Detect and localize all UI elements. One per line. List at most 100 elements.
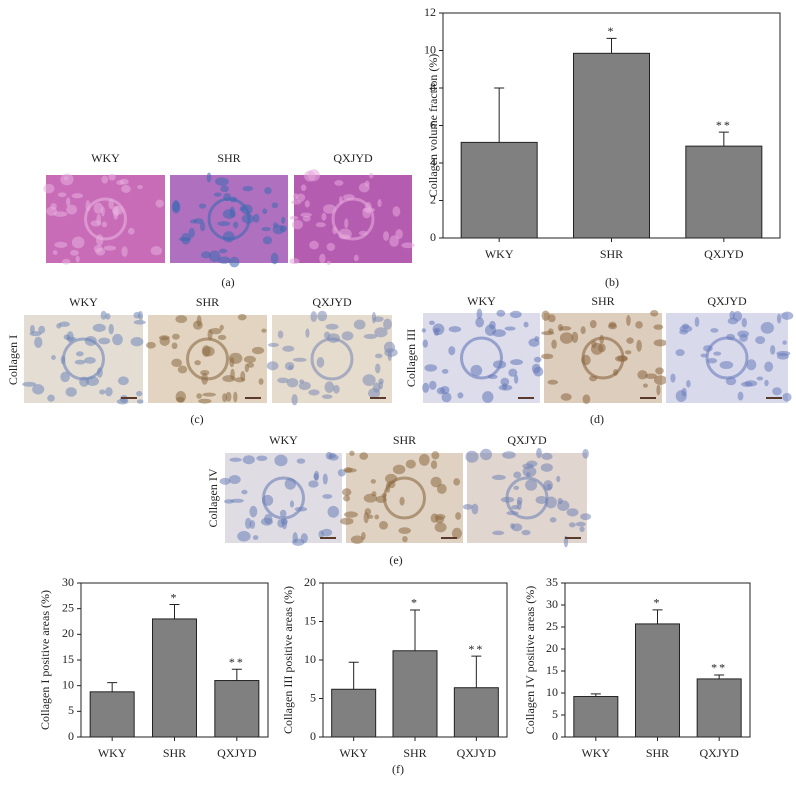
significance-mark: ** bbox=[229, 655, 245, 669]
tissue-spot bbox=[559, 332, 574, 344]
tissue-spot bbox=[229, 256, 240, 268]
column-label: SHR bbox=[591, 294, 614, 308]
tissue-spot bbox=[127, 227, 135, 235]
tissue-spot bbox=[656, 384, 661, 396]
bar bbox=[453, 687, 499, 738]
tissue-spot bbox=[74, 359, 86, 365]
tissue-spot bbox=[90, 220, 102, 227]
x-tick-label: SHR bbox=[600, 247, 623, 261]
bar bbox=[573, 696, 619, 738]
y-tick-label: 35 bbox=[546, 575, 558, 589]
tissue-spot bbox=[267, 342, 279, 348]
tissue-spot bbox=[510, 359, 523, 366]
x-tick-label: SHR bbox=[403, 746, 426, 760]
tissue-spot bbox=[556, 475, 561, 483]
column-label: SHR bbox=[217, 151, 240, 165]
tissue-spot bbox=[462, 504, 473, 510]
x-tick-label: WKY bbox=[339, 746, 368, 760]
tissue-spot bbox=[108, 323, 114, 335]
y-tick-label: 10 bbox=[424, 42, 436, 56]
tissue-spot bbox=[279, 225, 288, 232]
y-tick-label: 0 bbox=[552, 729, 558, 743]
tissue-spot bbox=[776, 313, 782, 324]
panel-label: (c) bbox=[190, 412, 203, 426]
tissue-spot bbox=[150, 246, 163, 256]
tissue-spot bbox=[653, 324, 664, 330]
tissue-spot bbox=[315, 222, 326, 228]
tissue-spot bbox=[521, 529, 531, 536]
tissue-spot bbox=[121, 246, 128, 257]
tissue-spot bbox=[137, 185, 143, 190]
row-label: Collagen III bbox=[404, 329, 418, 387]
tissue-spot bbox=[218, 248, 228, 254]
tissue-spot bbox=[350, 535, 364, 544]
x-tick-label: QXJYD bbox=[704, 247, 744, 261]
tissue-spot bbox=[782, 392, 792, 402]
tissue-spot bbox=[243, 355, 256, 364]
tissue-spot bbox=[155, 199, 164, 208]
tissue-spot bbox=[675, 349, 685, 357]
bar bbox=[635, 623, 680, 738]
row-label: Collagen I bbox=[6, 335, 20, 385]
y-tick-label: 5 bbox=[552, 707, 558, 721]
tissue-spot bbox=[448, 346, 456, 356]
tissue-spot bbox=[289, 258, 300, 265]
tissue-spot bbox=[513, 471, 522, 479]
y-tick-label: 5 bbox=[68, 703, 74, 717]
tissue-spot bbox=[84, 356, 96, 364]
tissue-spot bbox=[38, 325, 46, 334]
tissue-spot bbox=[325, 323, 339, 330]
tissue-spot bbox=[429, 320, 435, 326]
y-tick-label: 10 bbox=[62, 677, 74, 691]
tissue-spot bbox=[52, 250, 58, 255]
tissue-spot bbox=[130, 337, 144, 347]
tissue-spot bbox=[230, 498, 244, 503]
bar bbox=[152, 618, 197, 738]
scale-bar bbox=[640, 397, 656, 399]
tissue-spot bbox=[502, 451, 516, 459]
tissue-spot bbox=[222, 375, 236, 382]
tissue-spot bbox=[418, 453, 430, 466]
y-tick-label: 6 bbox=[430, 117, 436, 131]
tissue-spot bbox=[172, 200, 180, 212]
tissue-spot bbox=[541, 310, 550, 321]
tissue-spot bbox=[453, 478, 461, 486]
tissue-spot bbox=[653, 375, 668, 385]
tissue-spot bbox=[670, 373, 676, 383]
tissue-spot bbox=[374, 327, 388, 338]
tissue-spot bbox=[448, 326, 462, 333]
tissue-spot bbox=[431, 451, 440, 460]
tissue-spot bbox=[249, 505, 258, 518]
x-tick-label: QXJYD bbox=[699, 746, 739, 760]
glomerulus bbox=[84, 197, 127, 241]
tissue-spot bbox=[361, 531, 366, 540]
tissue-spot bbox=[229, 457, 242, 462]
y-tick-label: 15 bbox=[304, 613, 316, 627]
scale-bar bbox=[766, 397, 782, 399]
tissue-spot bbox=[457, 392, 464, 399]
panel-label: (d) bbox=[590, 412, 604, 426]
y-axis-label: Collagen I positive areas (%) bbox=[38, 590, 52, 730]
tissue-spot bbox=[196, 393, 202, 399]
tissue-spot bbox=[368, 388, 381, 399]
column-label: WKY bbox=[467, 294, 496, 308]
micrograph bbox=[541, 309, 668, 404]
tissue-spot bbox=[353, 254, 359, 262]
tissue-spot bbox=[422, 339, 429, 348]
tissue-spot bbox=[101, 221, 107, 228]
glomerulus bbox=[705, 336, 749, 380]
bar bbox=[460, 141, 538, 239]
tissue-spot bbox=[533, 366, 544, 377]
tissue-spot bbox=[764, 379, 769, 387]
tissue-spot bbox=[217, 221, 231, 227]
tissue-spot bbox=[377, 199, 382, 208]
tissue-spot bbox=[266, 361, 279, 371]
tissue-spot bbox=[193, 218, 204, 224]
tissue-spot bbox=[476, 308, 483, 320]
tissue-spot bbox=[56, 323, 62, 329]
error-bar bbox=[590, 693, 601, 697]
tissue-spot bbox=[686, 379, 691, 388]
tissue-spot bbox=[500, 377, 510, 386]
tissue-spot bbox=[158, 335, 170, 341]
glomerulus bbox=[62, 337, 105, 381]
